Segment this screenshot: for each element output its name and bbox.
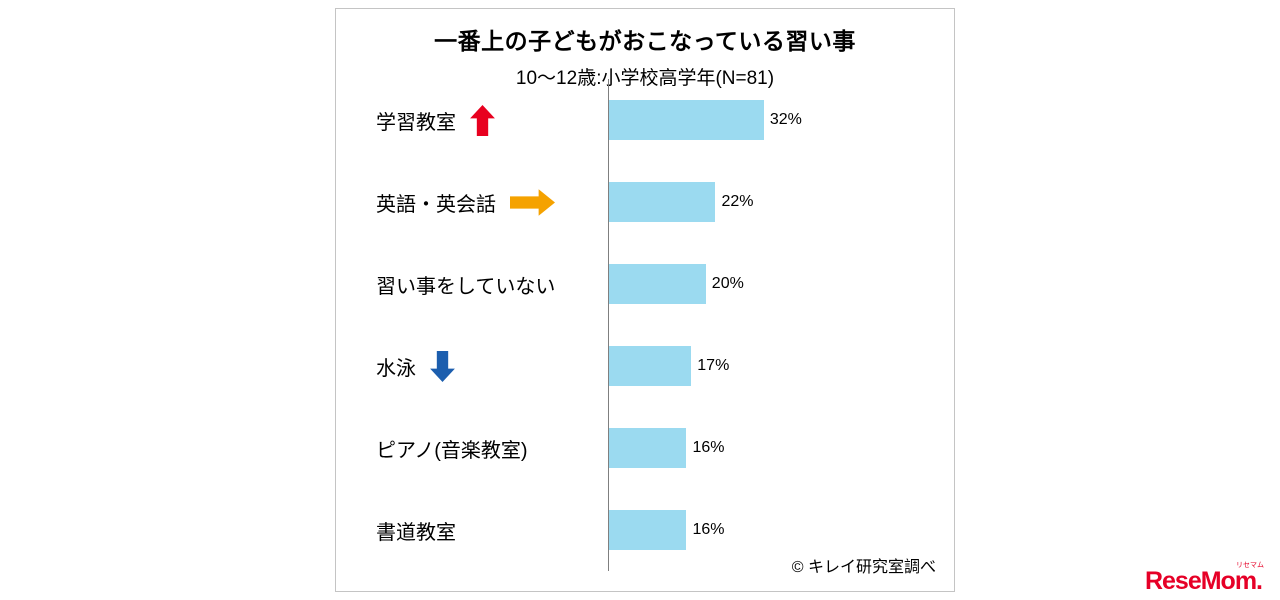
- chart-row: 水泳 17%: [336, 325, 954, 407]
- category-cell: 水泳: [336, 350, 608, 382]
- bar: [609, 510, 687, 550]
- trend-right-icon: [510, 188, 555, 216]
- value-label: 16%: [692, 439, 725, 456]
- chart-row: 英語・英会話 22%: [336, 161, 954, 243]
- bar-cell: 20%: [608, 243, 954, 325]
- chart-row: 学習教室 32%: [336, 79, 954, 161]
- logo-ruby: リセマム: [1236, 562, 1264, 569]
- bar-cell: 16%: [608, 489, 954, 571]
- bar: [609, 428, 687, 468]
- source-note: © キレイ研究室調べ: [791, 559, 936, 576]
- chart-title: 一番上の子どもがおこなっている習い事: [434, 28, 856, 54]
- bar: [609, 100, 764, 140]
- chart-subtitle: 10〜12歳:小学校高学年(N=81): [515, 68, 775, 89]
- category-cell: ピアノ(音楽教室): [336, 434, 608, 463]
- trend-up-icon: [470, 104, 495, 136]
- bar: [609, 346, 692, 386]
- resemom-logo: ReseMom リセマム.: [1144, 562, 1264, 595]
- category-label: ピアノ(音楽教室): [376, 439, 528, 462]
- bar-cell: 22%: [608, 161, 954, 243]
- logo-end: リセマム.: [1236, 562, 1264, 595]
- value-label: 17%: [697, 357, 730, 374]
- bar: [609, 264, 706, 304]
- bar-chart: 学習教室 32% 英語・英会話 22%: [336, 79, 954, 571]
- logo-text: ReseMom: [1144, 567, 1257, 595]
- bar-cell: 17%: [608, 325, 954, 407]
- category-label: 習い事をしていない: [376, 275, 556, 298]
- category-label: 英語・英会話: [376, 193, 496, 216]
- category-label: 書道教室: [376, 521, 456, 544]
- bar-cell: 16%: [608, 407, 954, 489]
- category-label: 水泳: [376, 357, 416, 380]
- category-cell: 学習教室: [336, 104, 608, 136]
- bar-cell: 32%: [608, 79, 954, 161]
- trend-down-icon: [430, 350, 455, 382]
- category-cell: 書道教室: [336, 516, 608, 545]
- value-label: 16%: [692, 521, 725, 538]
- chart-row: 習い事をしていない 20%: [336, 243, 954, 325]
- value-label: 32%: [769, 111, 802, 128]
- chart-panel: 一番上の子どもがおこなっている習い事 10〜12歳:小学校高学年(N=81) 学…: [335, 8, 955, 592]
- chart-row: ピアノ(音楽教室) 16%: [336, 407, 954, 489]
- logo-dot: .: [1256, 567, 1263, 595]
- category-cell: 英語・英会話: [336, 188, 608, 217]
- category-cell: 習い事をしていない: [336, 270, 608, 299]
- chart-row: 書道教室 16%: [336, 489, 954, 571]
- category-label: 学習教室: [376, 111, 456, 134]
- value-label: 22%: [721, 193, 754, 210]
- bar: [609, 182, 716, 222]
- value-label: 20%: [711, 275, 744, 292]
